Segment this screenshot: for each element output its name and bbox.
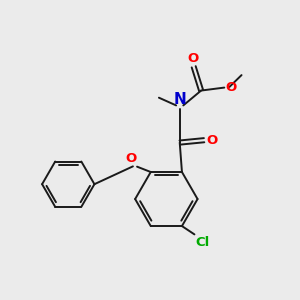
Text: Cl: Cl [195,236,210,249]
Text: O: O [226,81,237,94]
Text: O: O [126,152,137,165]
Text: O: O [206,134,217,147]
Text: N: N [173,92,186,107]
Text: O: O [187,52,198,65]
